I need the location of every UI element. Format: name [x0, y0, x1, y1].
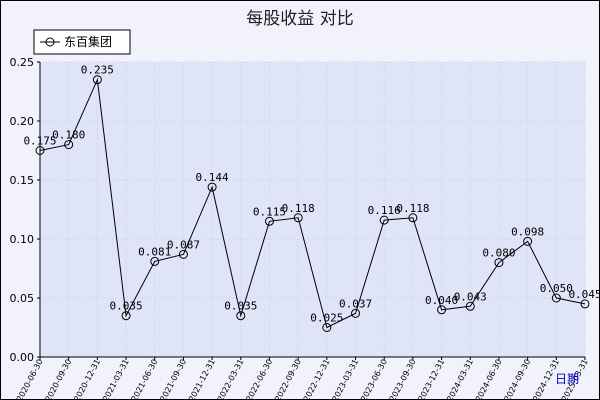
y-tick-label: 0.15 — [10, 174, 35, 187]
legend-marker — [45, 37, 55, 47]
data-label: 0.180 — [52, 129, 85, 142]
x-tick-label: 2022-03-31 — [216, 358, 246, 400]
data-label: 0.043 — [454, 290, 487, 303]
data-label: 0.035 — [224, 300, 257, 313]
data-point — [236, 311, 246, 321]
data-label: 0.235 — [81, 64, 114, 77]
data-point — [264, 216, 274, 226]
y-tick-label: 0.10 — [10, 233, 35, 246]
data-point — [207, 182, 217, 192]
x-tick-label: 2021-09-30 — [158, 358, 188, 400]
data-label: 0.144 — [196, 171, 229, 184]
x-tick-label: 2020-12-31 — [72, 358, 102, 400]
y-tick-label: 0.25 — [10, 56, 35, 69]
y-tick-label: 0.00 — [10, 351, 35, 364]
x-tick-label: 2024-09-30 — [503, 358, 533, 400]
data-label: 0.045 — [568, 288, 600, 301]
data-label: 0.118 — [396, 202, 429, 215]
data-label: 0.025 — [310, 312, 343, 325]
data-label: 0.080 — [482, 247, 515, 260]
chart-title: 每股收益 对比 — [246, 9, 354, 29]
x-tick-label: 2023-03-31 — [331, 358, 361, 400]
data-point — [580, 299, 590, 309]
x-tick-label: 2021-03-31 — [101, 358, 131, 400]
x-axis-label: 日期 — [555, 372, 579, 386]
legend-label: 东百集团 — [64, 34, 112, 49]
x-tick-label: 2024-06-30 — [474, 358, 504, 400]
x-tick-label: 2022-09-30 — [273, 358, 303, 400]
data-label: 0.040 — [425, 294, 458, 307]
data-point — [150, 256, 160, 266]
data-label: 0.087 — [167, 238, 200, 251]
data-label: 0.098 — [511, 225, 544, 238]
x-tick-label: 2023-09-30 — [388, 358, 418, 400]
x-tick-label: 2023-06-30 — [359, 358, 389, 400]
x-tick-label: 2021-12-31 — [187, 358, 217, 400]
data-point — [523, 236, 533, 246]
x-tick-label: 2020-09-30 — [44, 358, 74, 400]
data-label: 0.116 — [368, 204, 401, 217]
data-point — [322, 323, 332, 332]
data-label: 0.050 — [540, 282, 573, 295]
data-point — [178, 249, 188, 259]
x-tick-label: 2022-12-31 — [302, 358, 332, 400]
data-point — [35, 146, 45, 155]
data-point — [121, 311, 131, 321]
series-line — [39, 77, 586, 329]
x-tick-label: 2023-12-31 — [417, 358, 447, 400]
data-point — [379, 215, 389, 225]
data-point — [64, 140, 74, 150]
y-tick-label: 0.20 — [10, 115, 35, 128]
data-point — [494, 258, 504, 268]
data-point — [465, 301, 475, 311]
x-tick-label: 2020-06-30 — [15, 358, 45, 400]
data-label: 0.037 — [339, 297, 372, 310]
data-point — [92, 75, 102, 85]
data-point — [293, 213, 303, 223]
x-tick-label: 2021-06-30 — [130, 358, 160, 400]
data-label: 0.081 — [138, 245, 171, 258]
x-tick-label: 2022-06-30 — [244, 358, 274, 400]
data-point — [408, 213, 418, 223]
plot-area — [40, 62, 585, 357]
data-point — [351, 308, 361, 318]
y-tick-label: 0.05 — [10, 292, 35, 305]
data-point — [551, 293, 561, 303]
data-point — [437, 305, 447, 315]
data-label: 0.118 — [282, 202, 315, 215]
data-label: 0.035 — [109, 300, 142, 313]
data-label: 0.115 — [253, 205, 286, 218]
x-tick-label: 2024-03-31 — [445, 358, 475, 400]
data-label: 0.175 — [23, 135, 56, 148]
